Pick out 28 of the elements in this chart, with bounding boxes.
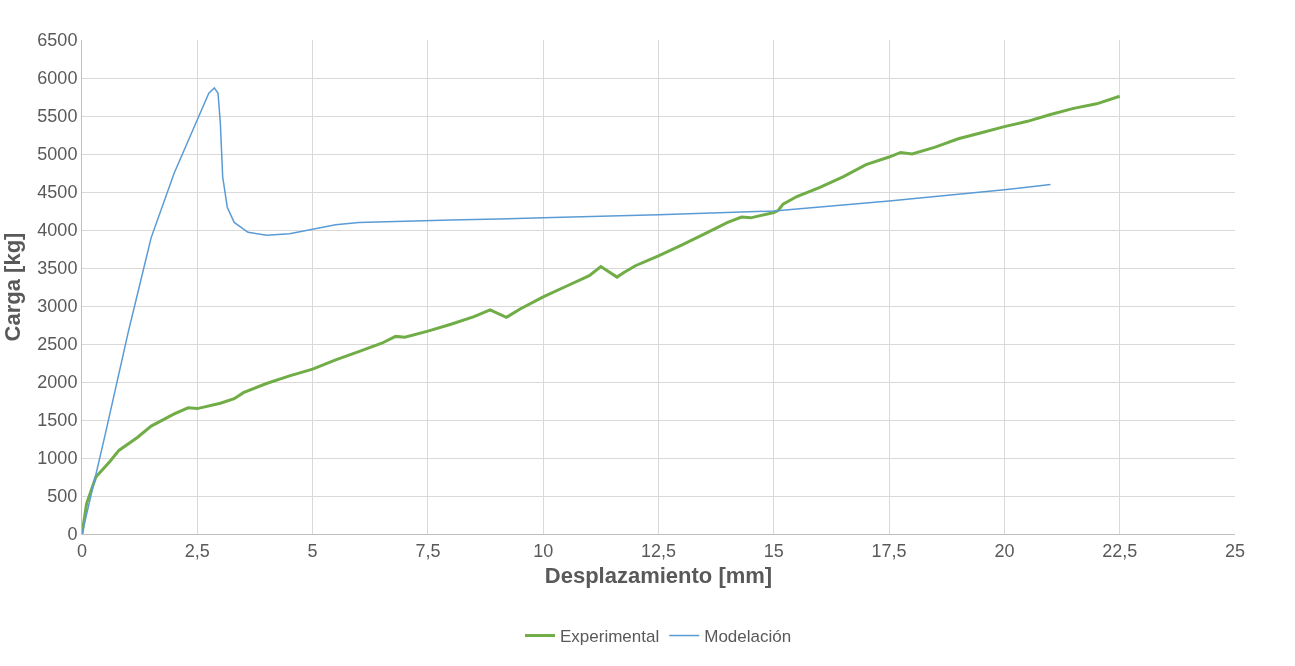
y-tick-label: 1000 (37, 448, 78, 469)
x-axis-title: Desplazamiento [mm] (544, 563, 773, 589)
y-tick-label: 2000 (37, 372, 78, 393)
y-tick-label: 6500 (37, 30, 78, 51)
y-axis-title: Carga [kg] (0, 232, 26, 342)
x-tick-label: 7,5 (415, 540, 441, 561)
y-tick-label: 5500 (37, 106, 78, 127)
x-tick-label: 15 (763, 540, 784, 561)
x-tick-label: 12,5 (640, 540, 677, 561)
y-tick-label: 3500 (37, 258, 78, 279)
y-tick-label: 4000 (37, 220, 78, 241)
x-tick-label: 10 (533, 540, 554, 561)
x-tick-label: 5 (307, 540, 318, 561)
y-tick-label: 6000 (37, 68, 78, 89)
x-tick-label: 2,5 (184, 540, 210, 561)
x-tick-label: 17,5 (871, 540, 907, 561)
y-tick-label: 4500 (37, 182, 78, 203)
legend-label: Modelación (704, 627, 792, 647)
legend-label: Experimental (560, 627, 660, 647)
y-tick-label: 3000 (37, 296, 78, 317)
y-tick-label: 1500 (37, 410, 78, 431)
y-tick-label: 500 (47, 486, 78, 507)
x-tick-label: 25 (1224, 540, 1246, 561)
x-tick-label: 22,5 (1102, 540, 1138, 561)
y-tick-label: 5000 (37, 144, 78, 165)
y-tick-label: 2500 (37, 334, 78, 355)
x-tick-label: 20 (994, 540, 1015, 561)
y-tick-label: 0 (67, 524, 78, 545)
